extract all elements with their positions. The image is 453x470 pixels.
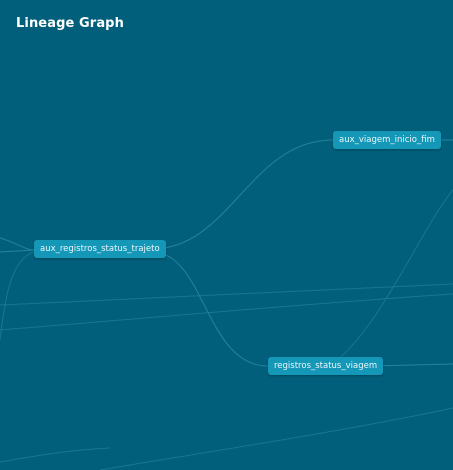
edge-bottom-arc [99, 407, 453, 470]
node-aux-registros-status-trajeto[interactable]: aux_registros_status_trajeto [34, 240, 166, 258]
edge-left-n2-b [0, 249, 35, 253]
node-aux-viagem-inicio-fim[interactable]: aux_viagem_inicio_fim [333, 131, 441, 149]
edge-cross-1 [0, 283, 453, 306]
edge-right-diag [329, 189, 453, 367]
edge-n2-n1 [151, 139, 334, 250]
edge-left-curve [0, 251, 35, 341]
page-title: Lineage Graph [16, 16, 124, 31]
edge-cross-2 [0, 293, 453, 331]
node-registros-status-viagem[interactable]: registros_status_viagem [268, 357, 384, 375]
edge-n2-n3 [151, 251, 269, 367]
edge-left-n2-a [0, 237, 35, 251]
edge-bottom-left [0, 447, 111, 463]
edge-n3-offscreen [371, 363, 453, 367]
